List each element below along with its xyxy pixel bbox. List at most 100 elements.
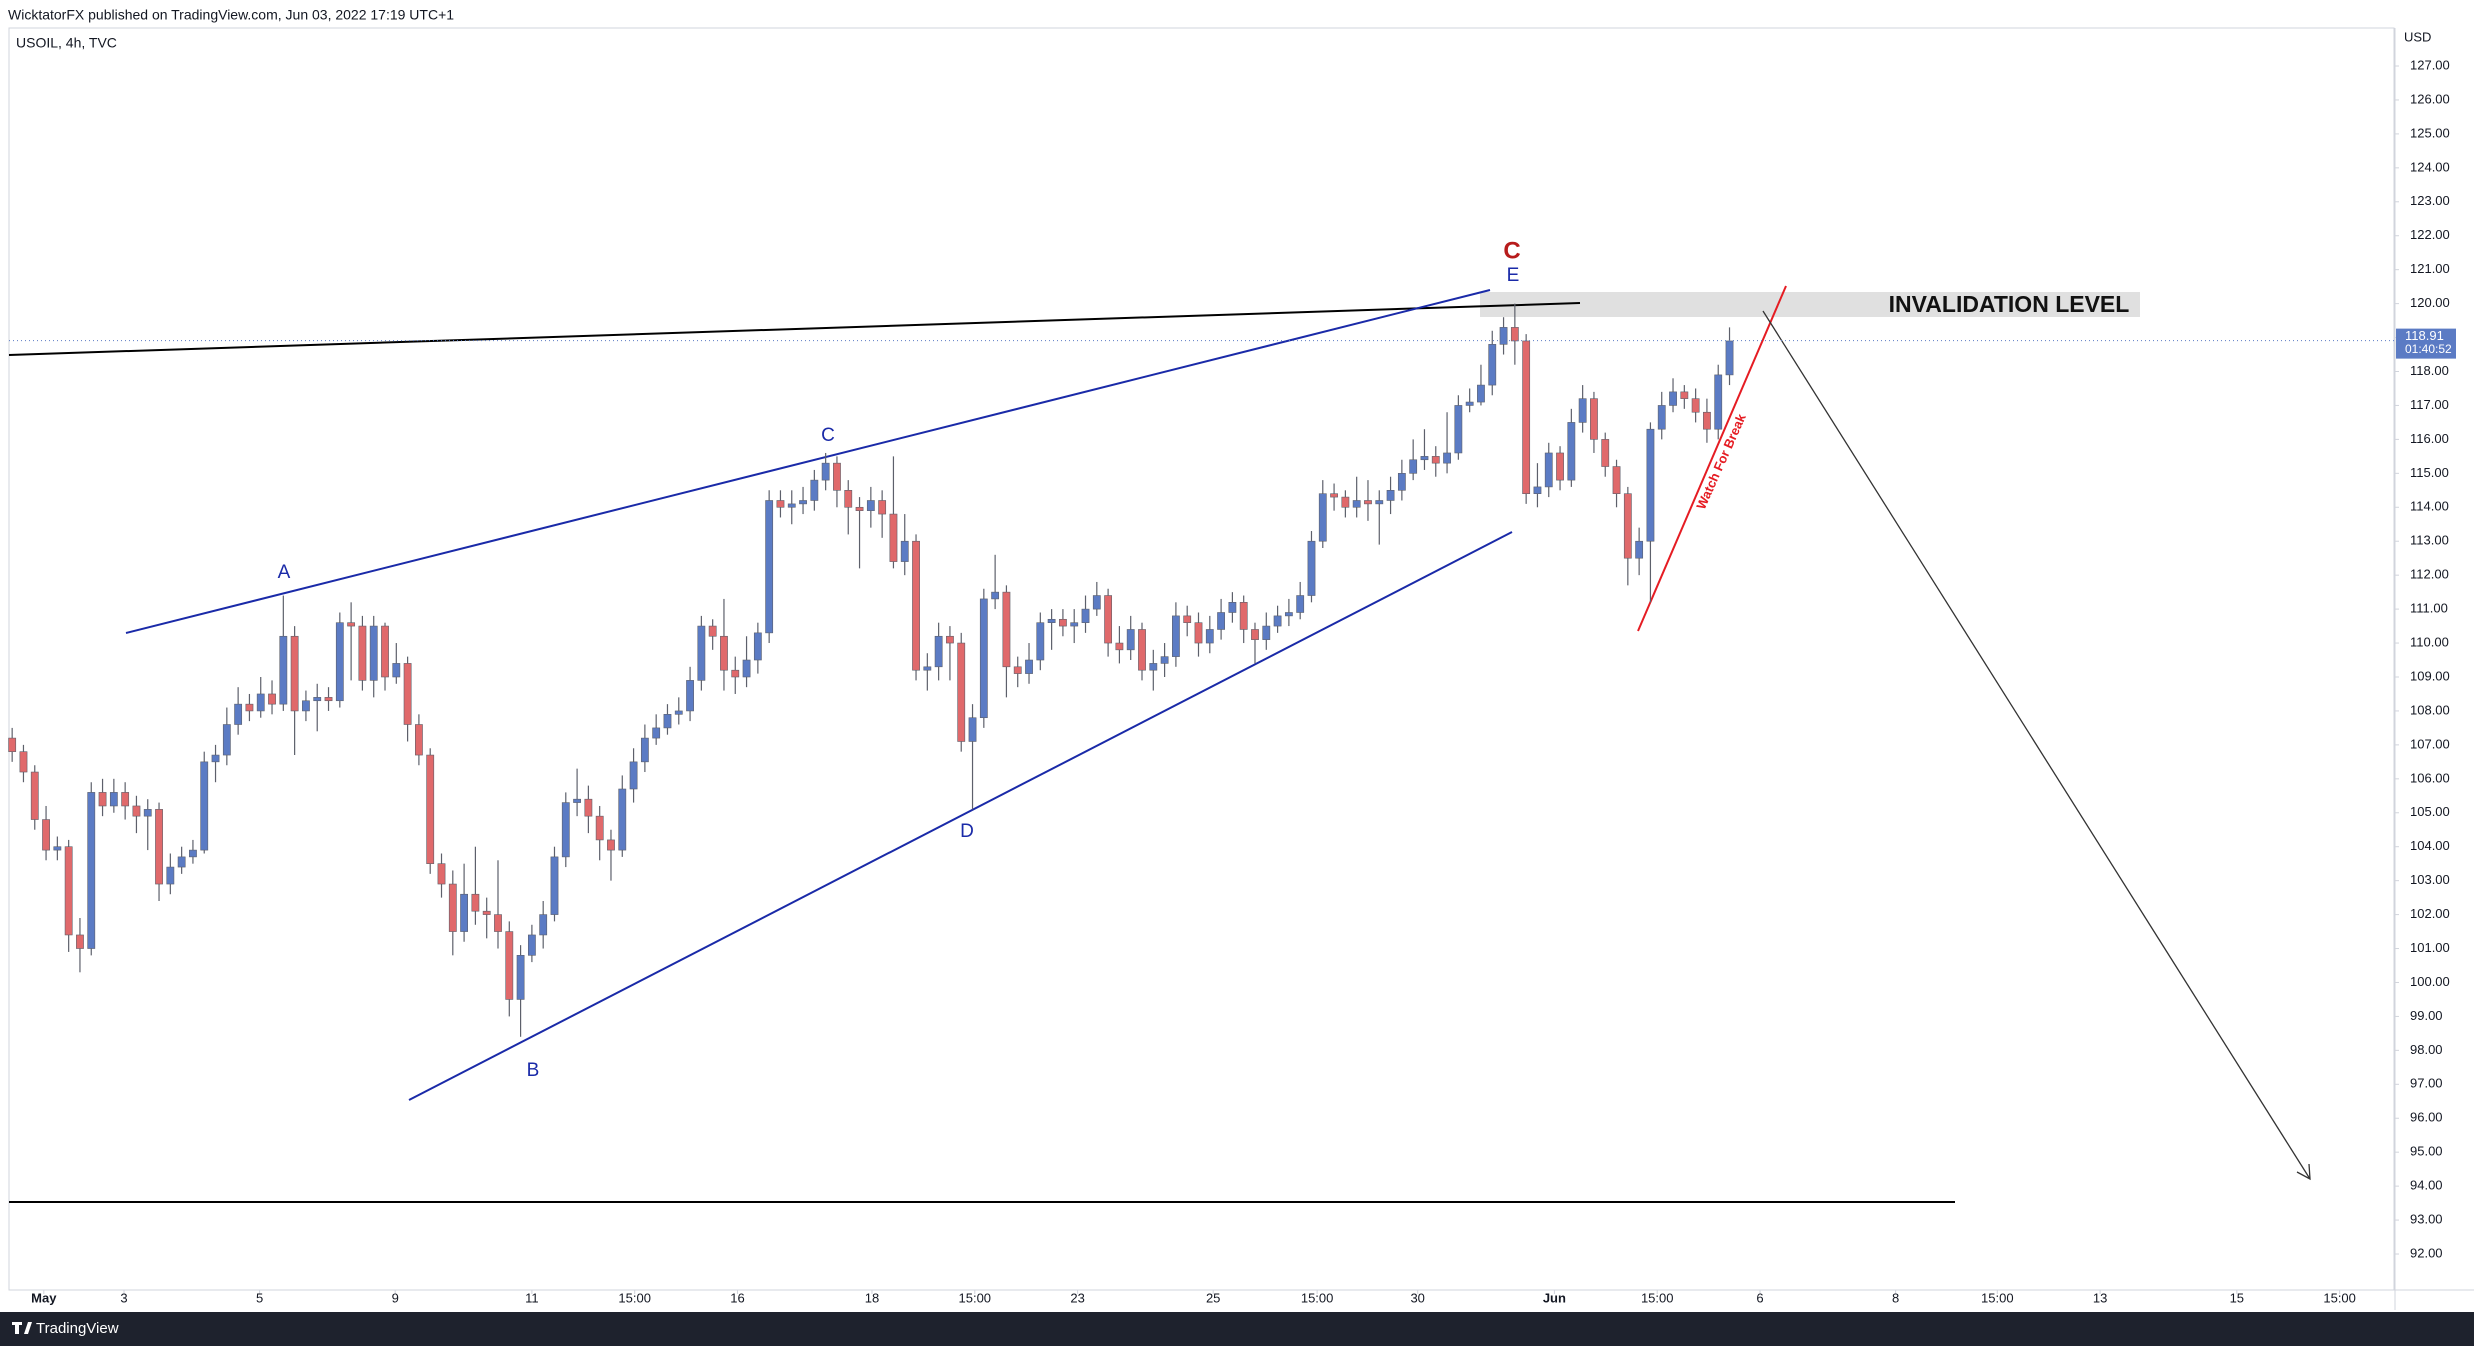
candle-body — [1364, 500, 1372, 505]
candle-body — [1646, 428, 1655, 542]
y-tick-label: 112.00 — [2410, 567, 2449, 582]
candle-body — [1307, 540, 1316, 596]
candle-body — [460, 893, 469, 932]
wave-label: A — [278, 562, 291, 583]
wave-label: C — [1503, 237, 1520, 264]
currency: USD — [2404, 29, 2431, 44]
candle-body — [1149, 663, 1158, 671]
candle-body — [121, 792, 130, 807]
trendline — [8, 302, 1581, 356]
y-tick-label: 117.00 — [2410, 397, 2449, 412]
y-tick-label: 97.00 — [2410, 1076, 2443, 1091]
candle-body — [765, 500, 774, 634]
candle-body — [1352, 500, 1361, 508]
arrow-head — [2296, 1163, 2311, 1181]
y-tick-label: 123.00 — [2410, 193, 2450, 208]
x-tick-label: 3 — [120, 1290, 127, 1305]
candle-body — [595, 815, 604, 841]
candle-body — [1375, 500, 1384, 505]
x-tick-label: 15:00 — [1641, 1290, 1674, 1305]
candle-body — [1002, 591, 1011, 668]
candle-body — [189, 849, 197, 858]
candle-body — [132, 805, 141, 817]
candle-body — [776, 500, 785, 508]
symbol: USOIL, 4h, TVC — [16, 35, 117, 51]
candle-body — [844, 490, 853, 508]
y-tick-label: 102.00 — [2410, 906, 2450, 921]
candle-body — [1059, 618, 1067, 627]
x-tick-label: 15:00 — [618, 1290, 651, 1305]
candle-body — [1590, 398, 1598, 440]
candle-body — [87, 792, 96, 949]
candle-body — [708, 625, 717, 637]
y-tick-label: 124.00 — [2410, 159, 2450, 174]
candle-body — [19, 751, 28, 773]
candle-body — [279, 635, 288, 705]
y-tick-label: 122.00 — [2410, 227, 2450, 242]
candle-body — [946, 635, 954, 644]
candle-body — [8, 737, 17, 752]
candle-body — [403, 663, 412, 725]
y-tick-label: 118.00 — [2410, 363, 2449, 378]
candle-body — [268, 693, 276, 705]
x-tick-label: 18 — [865, 1290, 879, 1305]
invalidation-zone — [1480, 292, 2140, 317]
candle-body — [200, 761, 209, 851]
candle-body — [855, 506, 864, 511]
projection-arrow — [1762, 310, 2311, 1180]
y-tick-label: 94.00 — [2410, 1178, 2443, 1193]
candle-body — [494, 914, 502, 932]
y-tick-label: 109.00 — [2410, 668, 2450, 683]
candle-body — [866, 500, 875, 511]
candle-body — [1409, 459, 1418, 474]
candle-body — [1194, 622, 1203, 644]
x-tick-label: Jun — [1543, 1290, 1566, 1305]
candle-body — [1465, 401, 1474, 406]
x-tick-label: 16 — [730, 1290, 744, 1305]
x-tick-label: 15 — [2230, 1290, 2244, 1305]
y-tick-label: 126.00 — [2410, 91, 2450, 106]
candle-body — [934, 635, 943, 668]
candle-body — [731, 669, 740, 678]
last-price-box — [2396, 328, 2456, 359]
footer-brand: TradingView — [36, 1320, 119, 1337]
candle-body — [1092, 595, 1101, 610]
candle-body — [290, 635, 299, 712]
y-tick-label: 96.00 — [2410, 1110, 2443, 1125]
candle-body — [821, 462, 830, 481]
candle-body — [1703, 411, 1711, 430]
candle-body — [335, 622, 344, 702]
candle-body — [1262, 625, 1271, 640]
candle-body — [787, 503, 796, 508]
candle-body — [1205, 629, 1214, 644]
drawings — [8, 285, 2311, 1203]
candle-body — [448, 883, 457, 932]
candle-body — [347, 622, 356, 627]
footer-bar — [0, 1312, 2474, 1346]
candle-body — [426, 754, 435, 864]
candle-body — [381, 625, 389, 678]
candle-body — [1680, 391, 1689, 399]
candle-body — [912, 540, 920, 671]
candle-body — [53, 846, 62, 851]
candle-body — [607, 839, 615, 851]
candle-body — [889, 513, 898, 562]
candle-body — [968, 717, 977, 742]
candle-body — [720, 635, 728, 671]
candle-body — [527, 934, 536, 956]
candle-body — [109, 792, 118, 807]
candle-body — [561, 802, 570, 858]
y-tick-label: 120.00 — [2410, 295, 2450, 310]
x-tick-label: 5 — [256, 1290, 263, 1305]
candle-body — [1239, 602, 1248, 630]
candle-body — [302, 700, 310, 712]
candle-body — [1533, 486, 1542, 494]
candle-body — [878, 500, 887, 515]
candle-body — [1217, 612, 1225, 630]
invalidation-label: INVALIDATION LEVEL — [1889, 291, 2130, 317]
candle-body — [234, 703, 243, 725]
candle-body — [222, 724, 231, 756]
candle-body — [1635, 540, 1644, 559]
